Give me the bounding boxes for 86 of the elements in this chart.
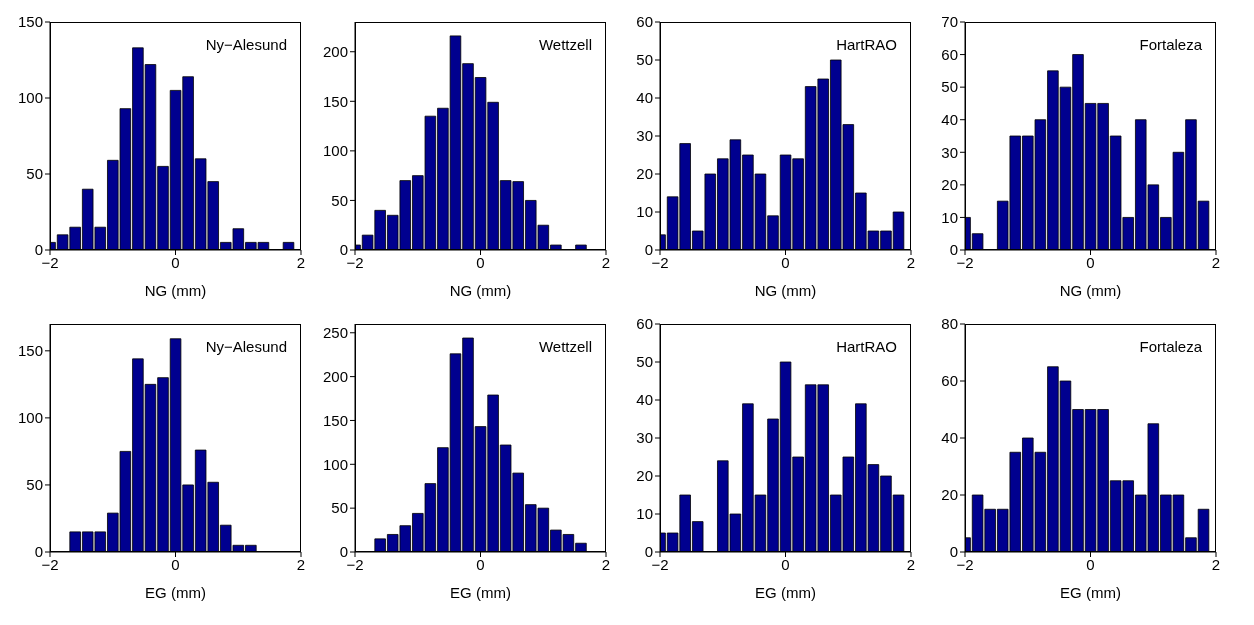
y-tick-label: 50	[26, 165, 43, 183]
y-tick-label: 0	[34, 543, 43, 561]
x-axis-title: EG (mm)	[450, 584, 511, 601]
y-tick-label: 40	[636, 89, 653, 107]
x-tick-label: 0	[171, 555, 180, 573]
y-tick-label: 10	[941, 208, 958, 226]
annotation: HartRAO	[836, 338, 897, 355]
y-tick-label: 30	[636, 127, 653, 145]
y-tick-label: 30	[636, 429, 653, 447]
y-tick-label: 200	[322, 43, 348, 61]
x-tick-label: −2	[651, 555, 669, 573]
annotation: Ny−Alesund	[205, 36, 287, 53]
x-tick-label: 2	[1211, 253, 1221, 271]
y-tick-label: 50	[636, 51, 653, 69]
y-tick-label: 60	[941, 45, 958, 63]
x-tick-label: 0	[476, 253, 485, 271]
y-tick-label: 100	[17, 409, 43, 427]
y-tick-label: 50	[26, 476, 43, 494]
y-tick-label: 0	[949, 543, 958, 561]
y-tick-label: 60	[941, 372, 958, 390]
annotation: Fortaleza	[1139, 338, 1202, 355]
x-axis-title: NG (mm)	[1059, 282, 1122, 299]
x-tick-label: −2	[41, 555, 59, 573]
x-axis-title: EG (mm)	[1060, 584, 1121, 601]
y-tick-label: 150	[17, 13, 43, 31]
x-tick-label: 2	[601, 555, 611, 573]
x-tick-label: 0	[171, 253, 180, 271]
x-axis-title: EG (mm)	[145, 584, 206, 601]
y-tick-label: 0	[644, 543, 653, 561]
y-tick-label: 10	[636, 505, 653, 523]
annotation: Fortaleza	[1139, 36, 1202, 53]
y-tick-label: 60	[636, 13, 653, 31]
y-tick-label: 100	[17, 89, 43, 107]
x-axis-title: NG (mm)	[144, 282, 207, 299]
y-tick-label: 70	[941, 13, 958, 31]
x-tick-label: 0	[1086, 555, 1095, 573]
y-tick-label: 0	[34, 241, 43, 259]
y-tick-label: 150	[17, 342, 43, 360]
y-tick-label: 40	[636, 391, 653, 409]
y-tick-label: 10	[636, 203, 653, 221]
y-tick-label: 150	[322, 92, 348, 110]
y-tick-label: 20	[941, 486, 958, 504]
y-tick-label: 50	[331, 499, 348, 517]
y-tick-label: 80	[941, 315, 958, 333]
x-tick-label: −2	[346, 253, 364, 271]
y-tick-label: 50	[636, 353, 653, 371]
y-tick-label: 150	[322, 411, 348, 429]
x-tick-label: −2	[346, 555, 364, 573]
y-tick-label: 200	[322, 367, 348, 385]
y-tick-label: 0	[644, 241, 653, 259]
x-tick-label: −2	[651, 253, 669, 271]
y-tick-label: 100	[322, 455, 348, 473]
x-tick-label: 0	[781, 555, 790, 573]
x-tick-label: 2	[296, 253, 306, 271]
annotation: Ny−Alesund	[205, 338, 287, 355]
annotation: Wettzell	[538, 36, 592, 53]
y-tick-label: 0	[949, 241, 958, 259]
x-axis-title: NG (mm)	[754, 282, 817, 299]
x-tick-label: 2	[1211, 555, 1221, 573]
y-tick-label: 0	[339, 241, 348, 259]
x-axis-title: NG (mm)	[449, 282, 512, 299]
x-tick-label: 2	[906, 555, 916, 573]
x-axis-title: EG (mm)	[755, 584, 816, 601]
y-tick-label: 60	[636, 315, 653, 333]
x-tick-label: −2	[41, 253, 59, 271]
x-tick-label: 2	[906, 253, 916, 271]
x-tick-label: 2	[601, 253, 611, 271]
annotation: HartRAO	[836, 36, 897, 53]
y-tick-label: 250	[322, 324, 348, 342]
y-tick-label: 30	[941, 143, 958, 161]
y-tick-label: 20	[636, 165, 653, 183]
x-tick-label: 0	[1086, 253, 1095, 271]
y-tick-label: 50	[331, 191, 348, 209]
y-tick-label: 20	[636, 467, 653, 485]
x-tick-label: 0	[476, 555, 485, 573]
annotation: Wettzell	[538, 338, 592, 355]
x-tick-label: 2	[296, 555, 306, 573]
y-tick-label: 40	[941, 111, 958, 129]
y-tick-label: 20	[941, 176, 958, 194]
x-tick-label: 0	[781, 253, 790, 271]
x-tick-label: −2	[956, 253, 974, 271]
y-tick-label: 0	[339, 543, 348, 561]
y-tick-label: 50	[941, 78, 958, 96]
y-tick-label: 40	[941, 429, 958, 447]
y-tick-label: 100	[322, 142, 348, 160]
x-tick-label: −2	[956, 555, 974, 573]
